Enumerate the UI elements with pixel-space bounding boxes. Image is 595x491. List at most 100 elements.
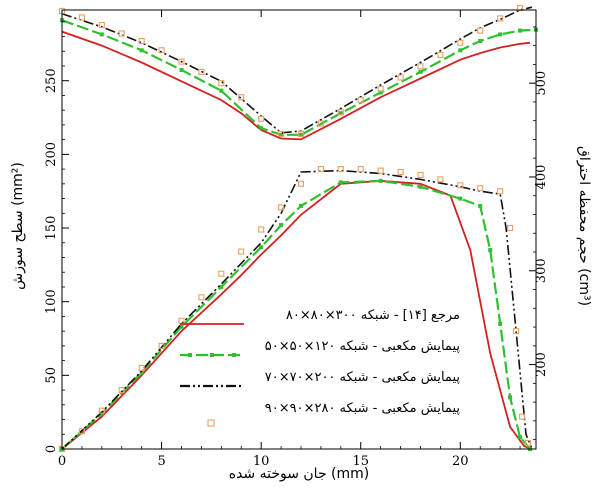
series-2-volume-marker [378,90,383,95]
series-4-burn-area-marker [437,176,444,183]
series-4-burn-area-marker [218,270,225,277]
y-axis-right-label: حجم محفظه احتراق (cm³) [576,146,592,306]
series-4-volume-marker [98,21,105,29]
legend-marker-series-2 [188,353,192,357]
series-4-volume-marker [437,51,444,59]
series-2-volume-marker [338,111,343,116]
series-2-volume-marker [299,132,303,137]
series-2-burn-area-marker [299,203,303,208]
y-right-tick-label: 300 [534,258,549,283]
series-2-burn-area-marker [488,248,493,253]
x-tick-label: 15 [352,454,369,469]
series-2-burn-area-marker [179,324,184,329]
series-4-burn-area-marker [118,387,125,394]
series-4-volume-marker [477,27,484,34]
y-right-tick-label: 500 [534,71,549,96]
legend-marker-series-4 [207,419,215,427]
series-4-burn-area-marker [377,167,384,174]
series-2-volume-marker [458,48,463,53]
series-4-volume-marker [417,63,424,70]
series-4-volume-marker [238,94,245,101]
series-4-volume-marker [158,47,165,54]
series-2-burn-area-line [61,179,531,450]
series-4-burn-area-marker [417,171,424,179]
series-2-volume-marker [418,69,423,74]
series-4-volume-marker [517,5,524,12]
series-2-volume-marker [219,88,224,93]
legend-label-series-2: پیمایش مکعبی - شبکه ۱۲۰×۵۰×۵۰ [265,339,461,354]
series-2-burn-area-marker [279,223,284,228]
series-2-burn-area-marker [338,180,343,185]
series-4-burn-area-marker [98,407,105,414]
series-4-burn-area-marker [457,182,464,189]
y-left-tick-label: 50 [44,367,59,384]
series-2-burn-area-marker [458,196,463,201]
series-2-volume-marker [259,126,264,131]
series-2-burn-area-marker [508,395,513,400]
legend: مرجع [۱۴] - شبکه ۳۰۰×۸۰×۸۰ پیمایش مکعبی … [180,308,461,427]
series-1-burn-area-line [61,179,533,450]
series-4-burn-area-marker [357,166,364,173]
series-4-burn-area-marker [337,166,344,173]
series-4-volume-marker [497,15,504,22]
series-2-volume-marker [139,48,144,53]
series-4-volume-marker [198,68,205,75]
series-4-burn-area-marker [317,166,324,173]
y-left-tick-label: 150 [44,216,59,241]
series-4-burn-area-marker [138,364,145,372]
series-4-volume-marker [337,109,344,116]
series-4-burn-area-marker [297,180,305,187]
series-4-burn-area-marker [238,248,245,255]
series-4-burn-area-marker [507,224,514,232]
y-left-tick-label: 0 [44,445,59,453]
series-2-volume-marker [179,68,184,72]
x-tick-label: 0 [58,454,66,469]
x-tick-label: 5 [157,454,165,469]
plot-layer [58,5,538,453]
series-4-burn-area-marker [278,204,285,211]
series-4-volume-marker [397,74,404,81]
series-4-burn-area-marker [477,185,484,192]
y-right-tick-label: 400 [534,165,549,190]
legend-marker-series-2 [210,353,214,357]
y-left-tick-label: 250 [44,68,59,93]
series-4-volume-marker [377,85,384,92]
series-2-burn-area-marker [219,285,224,289]
x-axis-label: جان سوخته شده (mm) [229,466,370,482]
x-tick-label: 20 [452,454,469,469]
series-2-burn-area-marker [418,184,423,189]
series-4-volume-marker [138,37,145,45]
series-2-burn-area-marker [478,203,483,208]
series-4-volume-marker [258,115,265,122]
series-2-burn-area-marker [518,435,523,440]
series-2-burn-area-marker [498,321,503,326]
plot-frame [61,9,537,450]
legend-marker-series-2 [232,353,236,357]
series-4-volume-marker [178,58,185,65]
y-left-tick-label: 200 [44,142,59,167]
series-4-burn-area-marker [158,342,165,349]
series-4-burn-area-marker [497,188,504,195]
legend-label-series-3: پیمایش مکعبی - شبکه ۲۰۰×۷۰×۷۰ [265,370,461,385]
series-2-volume-marker [279,132,284,137]
series-2-volume-marker [518,28,523,33]
y-left-tick-label: 100 [44,289,59,314]
legend-label-series-1: مرجع [۱۴] - شبکه ۳۰۰×۸۰×۸۰ [286,308,460,323]
series-4-burn-area-marker [78,428,85,435]
series-4-volume-marker [218,80,225,87]
series-2-volume-marker [99,32,104,37]
series-4-burn-area-marker [519,413,526,420]
series-4-burn-area-marker [258,226,265,233]
series-2-volume-marker [498,32,503,37]
y-axis-left-label: سطح سوزش (mm²) [10,162,26,290]
series-4-volume-marker [457,39,464,46]
series-4-burn-area-marker [524,440,532,447]
series-4-burn-area-marker [397,168,404,176]
series-4-volume-marker [357,97,364,104]
series-4-volume-marker [118,30,125,37]
series-4-volume-marker [278,130,285,137]
series-1-volume-line [61,30,531,141]
legend-label-series-4: پیمایش مکعبی - شبکه ۲۸۰×۹۰×۹۰ [265,401,461,416]
